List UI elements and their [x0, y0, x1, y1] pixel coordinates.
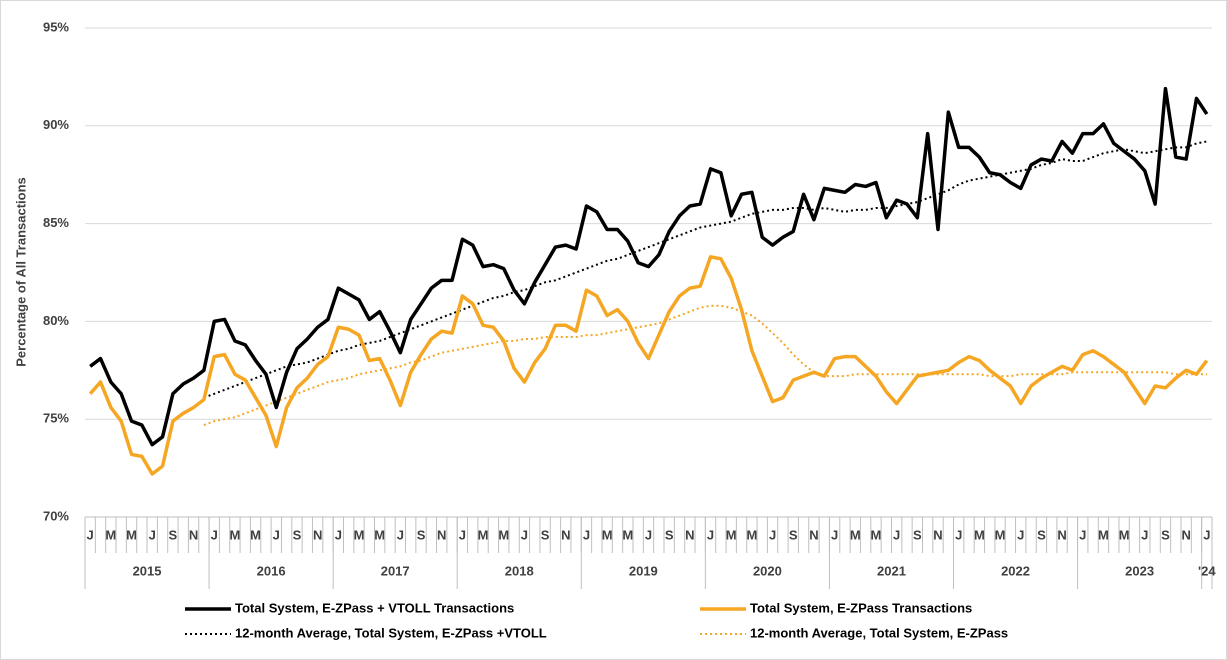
x-tick-label: J [87, 527, 94, 542]
x-tick-label: J [273, 527, 280, 542]
x-tick-label: M [478, 527, 489, 542]
x-group-label: 2018 [505, 563, 534, 578]
x-tick-label: N [809, 527, 818, 542]
x-tick-label: M [726, 527, 737, 542]
x-tick-label: S [293, 527, 302, 542]
x-tick-label: S [665, 527, 674, 542]
y-tick-label: 95% [43, 19, 69, 34]
y-tick-label: 90% [43, 117, 69, 132]
y-tick-label: 80% [43, 313, 69, 328]
x-tick-label: J [211, 527, 218, 542]
x-tick-label: M [230, 527, 241, 542]
x-group-label: 2019 [629, 563, 658, 578]
x-tick-label: N [685, 527, 694, 542]
x-tick-label: M [850, 527, 861, 542]
x-tick-label: M [374, 527, 385, 542]
x-tick-label: J [459, 527, 466, 542]
series-line [203, 140, 1208, 399]
x-tick-label: M [1119, 527, 1130, 542]
x-tick-label: N [1181, 527, 1190, 542]
x-tick-label: M [974, 527, 985, 542]
x-tick-label: N [437, 527, 446, 542]
legend-label: 12-month Average, Total System, E-ZPass … [235, 625, 547, 640]
x-tick-label: S [417, 527, 426, 542]
x-tick-label: J [893, 527, 900, 542]
x-tick-label: M [250, 527, 261, 542]
x-tick-label: S [1037, 527, 1046, 542]
x-group-label: 2015 [133, 563, 162, 578]
x-group-label: 2017 [381, 563, 410, 578]
legend-label: Total System, E-ZPass Transactions [750, 600, 972, 615]
x-group-label: 2021 [877, 563, 906, 578]
x-tick-label: M [354, 527, 365, 542]
x-tick-label: N [1057, 527, 1066, 542]
x-tick-label: M [746, 527, 757, 542]
x-tick-label: M [871, 527, 882, 542]
x-tick-label: M [602, 527, 613, 542]
x-tick-label: J [645, 527, 652, 542]
x-tick-label: S [1161, 527, 1170, 542]
series-line [88, 255, 1209, 476]
x-tick-label: N [313, 527, 322, 542]
x-tick-label: N [189, 527, 198, 542]
y-tick-label: 70% [43, 508, 69, 523]
x-tick-label: J [1017, 527, 1024, 542]
x-tick-label: S [913, 527, 922, 542]
x-tick-label: J [1203, 527, 1210, 542]
x-group-label: 2023 [1125, 563, 1154, 578]
legend-label: Total System, E-ZPass + VTOLL Transactio… [235, 600, 514, 615]
x-tick-label: M [1098, 527, 1109, 542]
x-tick-label: M [105, 527, 116, 542]
x-tick-label: J [955, 527, 962, 542]
x-group-label: '24 [1198, 563, 1216, 578]
x-group-label: 2016 [257, 563, 286, 578]
x-tick-label: S [789, 527, 798, 542]
series-line [203, 304, 1207, 427]
x-tick-label: S [541, 527, 550, 542]
series-line [89, 86, 1209, 447]
x-tick-label: M [995, 527, 1006, 542]
x-tick-label: M [126, 527, 137, 542]
x-tick-label: J [831, 527, 838, 542]
x-tick-label: S [169, 527, 178, 542]
x-group-label: 2022 [1001, 563, 1030, 578]
legend-label: 12-month Average, Total System, E-ZPass [750, 625, 1008, 640]
x-tick-label: J [397, 527, 404, 542]
x-tick-label: J [335, 527, 342, 542]
x-tick-label: M [498, 527, 509, 542]
x-tick-label: J [707, 527, 714, 542]
x-tick-label: J [521, 527, 528, 542]
x-tick-label: N [933, 527, 942, 542]
x-tick-label: N [561, 527, 570, 542]
x-tick-label: M [622, 527, 633, 542]
x-group-label: 2020 [753, 563, 782, 578]
x-tick-label: J [769, 527, 776, 542]
y-tick-label: 85% [43, 215, 69, 230]
y-tick-label: 75% [43, 411, 69, 426]
x-tick-label: J [1141, 527, 1148, 542]
x-tick-label: J [1079, 527, 1086, 542]
y-axis-label: Percentage of All Transactions [13, 177, 28, 367]
x-tick-label: J [149, 527, 156, 542]
x-tick-label: J [583, 527, 590, 542]
